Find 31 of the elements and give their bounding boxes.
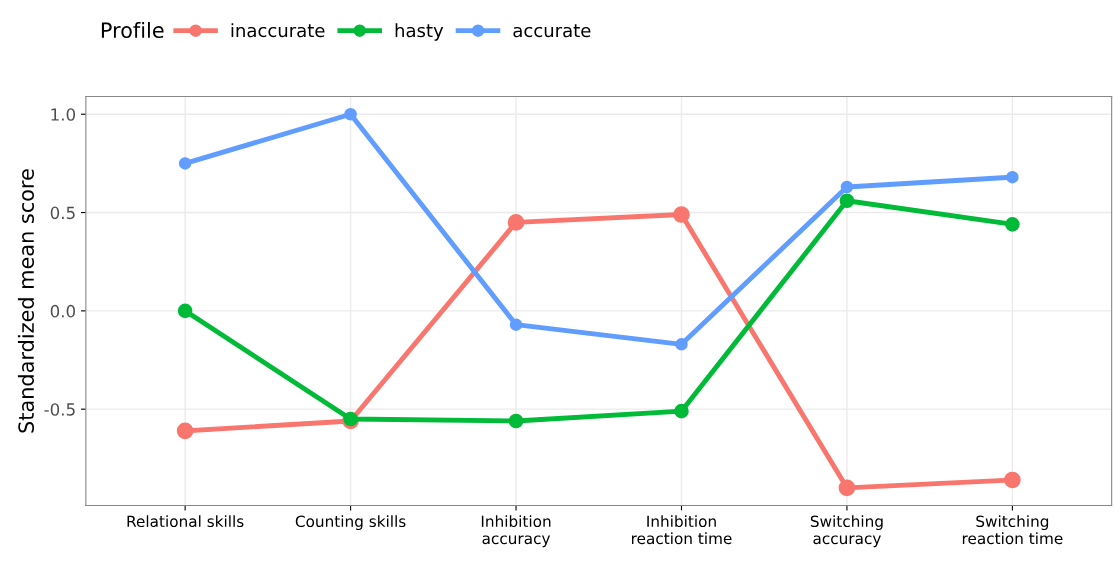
point — [1005, 217, 1020, 232]
legend-label: hasty — [395, 23, 444, 41]
x-tick-label: Inhibition accuracy — [481, 515, 551, 548]
x-tick-label: Switching accuracy — [810, 515, 883, 548]
x-tick-label: Switching reaction time — [962, 515, 1063, 545]
point — [178, 157, 192, 170]
y-tick-label: 1.0 — [51, 108, 76, 121]
point — [509, 318, 523, 331]
x-tick-label: Inhibition reaction time — [632, 515, 732, 545]
point — [1006, 170, 1019, 184]
legend-label: accurate — [513, 24, 591, 38]
point — [840, 180, 854, 194]
x-tick-label: Relational skills — [127, 515, 244, 528]
point — [507, 214, 525, 231]
x-tick-label: Counting skills — [295, 515, 406, 531]
y-axis-title: Standardized mean score — [17, 169, 35, 433]
legend-title: Profile — [101, 21, 164, 39]
point — [675, 338, 688, 351]
point — [344, 108, 357, 121]
y-tick-label: 0.5 — [50, 206, 75, 220]
y-tick-label: 0.0 — [50, 304, 76, 318]
point — [838, 479, 856, 497]
point — [674, 403, 689, 419]
point — [839, 193, 855, 209]
legend-label: inaccurate — [231, 23, 325, 38]
point — [176, 422, 194, 440]
point — [1004, 471, 1021, 489]
point — [508, 413, 524, 429]
point — [673, 206, 690, 223]
point — [177, 303, 193, 319]
y-tick-label: -0.5 — [44, 403, 75, 416]
